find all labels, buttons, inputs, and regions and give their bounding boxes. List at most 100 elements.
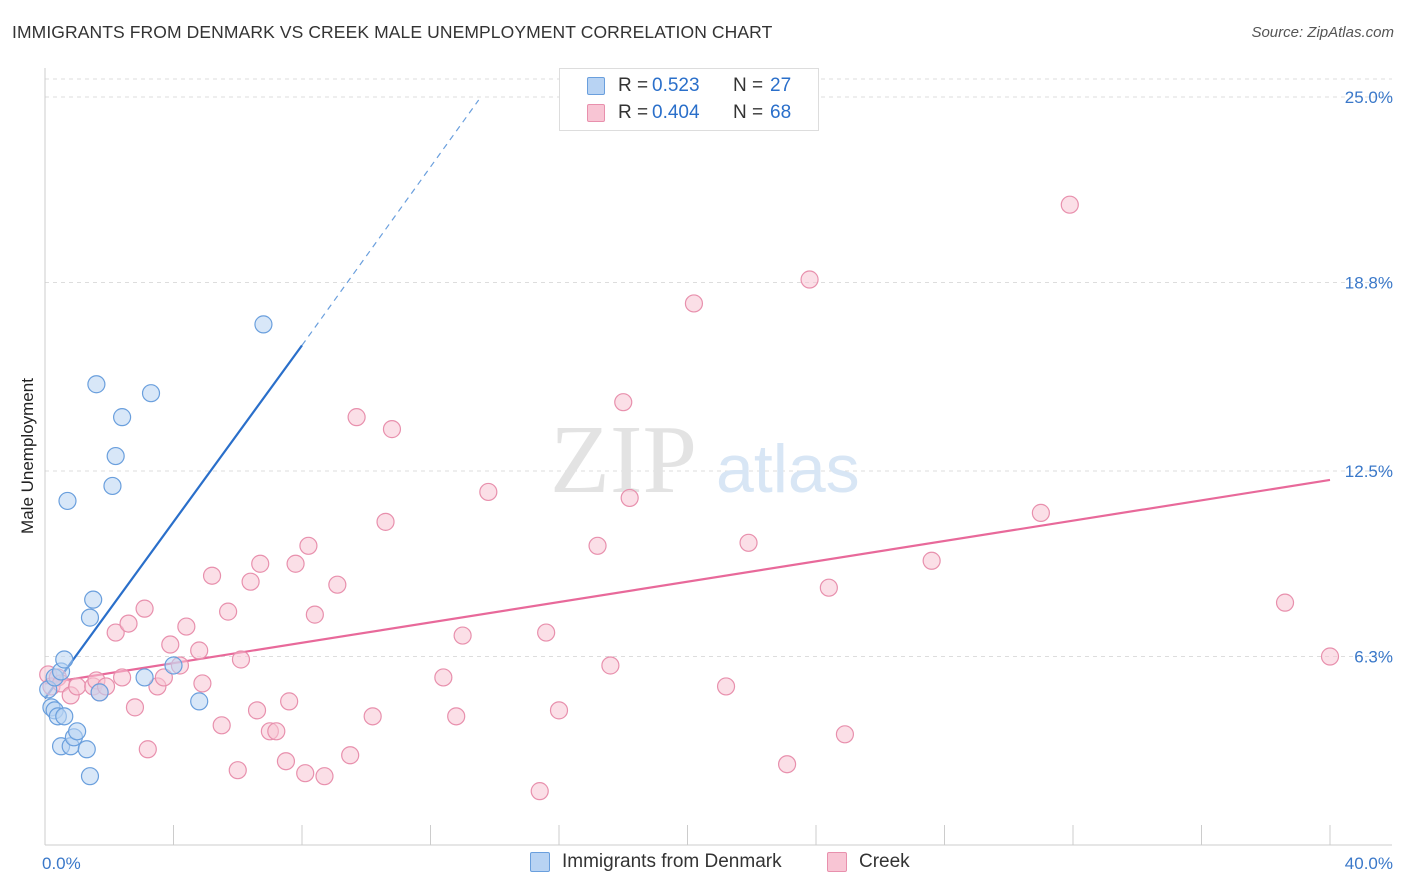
denmark-point — [77, 740, 96, 759]
denmark-point — [164, 656, 183, 675]
legend-swatch-blue — [530, 852, 550, 872]
x-tick-label: 0.0% — [42, 854, 81, 873]
denmark-point — [55, 650, 74, 669]
creek-point — [212, 716, 231, 735]
creek-point — [228, 761, 247, 780]
denmark-point — [84, 590, 103, 609]
creek-point — [739, 533, 758, 552]
creek-point — [614, 393, 633, 412]
source-label: Source: ZipAtlas.com — [1251, 24, 1394, 41]
denmark-point — [55, 707, 74, 726]
denmark-point — [141, 384, 161, 403]
creek-point — [363, 707, 382, 726]
denmark-point — [68, 722, 87, 741]
tick-labels: 6.3% 12.5% 18.8% 25.0% 0.0% 40.0% — [42, 88, 1393, 873]
creek-point — [777, 755, 797, 774]
y-tick-label: 12.5% — [1345, 462, 1393, 481]
watermark-atlas: atlas — [716, 431, 860, 507]
creek-point — [453, 626, 472, 645]
legend-label-creek: Creek — [859, 851, 910, 872]
r-label: R = — [618, 102, 649, 123]
n-value: 27 — [770, 75, 792, 96]
n-value: 68 — [770, 102, 792, 123]
denmark-trend-extension — [301, 99, 480, 346]
creek-point — [280, 692, 299, 711]
series-legend: Immigrants from Denmark Creek — [0, 851, 1406, 877]
y-tick-label: 18.8% — [1345, 274, 1393, 293]
r-value: 0.404 — [652, 102, 700, 123]
creek-point — [601, 656, 620, 675]
y-tick-label: 25.0% — [1345, 88, 1393, 107]
r-label: R = — [618, 75, 649, 96]
correlation-legend: R = 0.523 N = 27 R = 0.404 N = 68 — [559, 68, 819, 131]
creek-point — [112, 668, 132, 687]
creek-point — [434, 668, 453, 687]
creek-point — [479, 482, 498, 502]
legend-item-creek: Creek — [827, 851, 910, 873]
legend-swatch-blue — [587, 77, 605, 95]
creek-point — [588, 536, 607, 555]
denmark-point — [254, 315, 273, 334]
creek-point — [537, 623, 556, 642]
creek-point — [1320, 647, 1340, 666]
creek-point — [305, 605, 324, 624]
creek-point — [922, 551, 941, 570]
watermark: ZIP atlas — [550, 406, 860, 514]
creek-point — [231, 650, 251, 669]
creek-point — [328, 575, 347, 594]
creek-point — [154, 668, 173, 687]
legend-label-denmark: Immigrants from Denmark — [562, 851, 782, 872]
creek-point — [800, 270, 819, 289]
creek-point — [267, 722, 286, 741]
creek-point — [106, 623, 125, 642]
creek-point — [251, 554, 270, 573]
legend-swatch-pink — [827, 852, 847, 872]
denmark-point — [106, 446, 125, 466]
creek-point — [68, 677, 87, 696]
denmark-point — [90, 683, 109, 702]
creek-point — [193, 674, 212, 693]
creek-point — [347, 408, 366, 427]
creek-point — [241, 572, 260, 591]
creek-point — [376, 512, 395, 531]
creek-point — [530, 782, 549, 801]
creek-point — [1031, 503, 1050, 522]
creek-point — [341, 746, 360, 765]
creek-point — [620, 488, 639, 508]
creek-point — [684, 294, 704, 313]
denmark-point — [87, 375, 106, 394]
creek-point — [315, 767, 334, 786]
denmark-trend-line — [44, 344, 303, 700]
creek-point — [138, 740, 157, 759]
creek-point — [286, 554, 305, 573]
denmark-point — [103, 476, 122, 496]
creek-point — [125, 698, 145, 717]
denmark-point — [190, 692, 209, 711]
creek-point — [276, 752, 296, 771]
creek-point — [135, 599, 154, 618]
x-tick-label: 40.0% — [1345, 854, 1393, 873]
creek-point — [161, 635, 180, 654]
creek-points — [39, 195, 1340, 801]
legend-swatch-pink — [587, 104, 605, 122]
denmark-point — [80, 608, 100, 627]
creek-point — [202, 566, 222, 585]
creek-point — [447, 707, 466, 726]
denmark-point — [112, 408, 132, 427]
n-label: N = — [733, 75, 764, 96]
creek-point — [835, 725, 855, 744]
denmark-points — [39, 315, 273, 786]
trend-lines — [44, 99, 1331, 700]
denmark-point — [80, 767, 100, 786]
creek-point — [247, 701, 267, 720]
creek-point — [1060, 195, 1079, 214]
creek-point — [299, 536, 318, 555]
creek-point — [382, 420, 402, 439]
r-value: 0.523 — [652, 75, 700, 96]
creek-point — [219, 602, 238, 621]
creek-trend-line — [44, 478, 1331, 685]
denmark-point — [58, 491, 77, 511]
creek-point — [190, 641, 209, 660]
creek-point — [549, 701, 569, 720]
